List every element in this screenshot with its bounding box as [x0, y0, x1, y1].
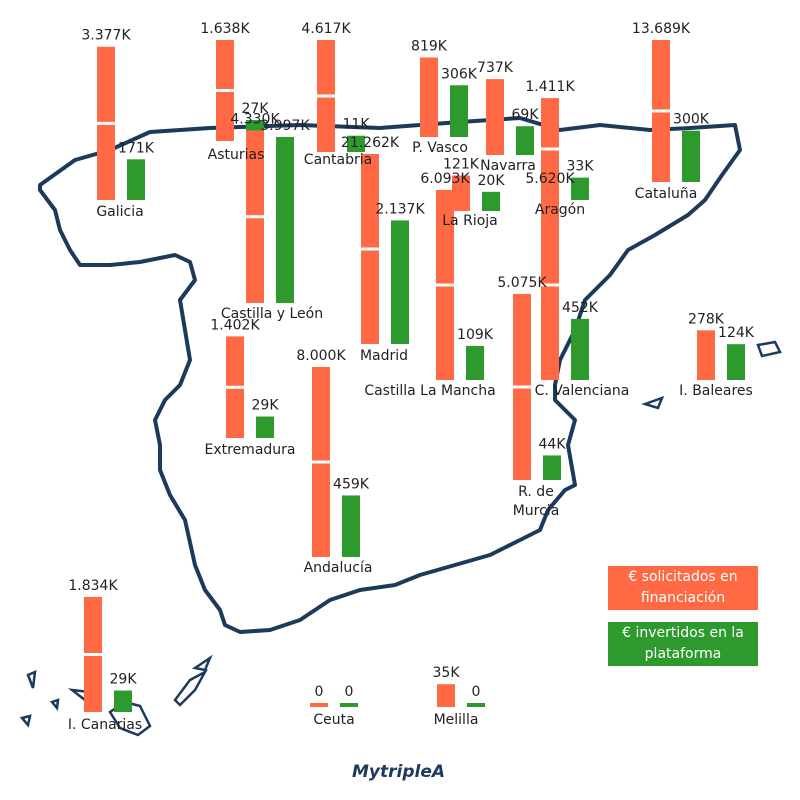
bar [450, 85, 468, 137]
value-label: 5.620K [525, 171, 575, 187]
bar [482, 191, 500, 211]
bar [347, 135, 365, 152]
region-name: Castilla y León [220, 306, 324, 322]
value-label: 35K [433, 665, 461, 681]
region-name: Cataluña [634, 186, 698, 202]
value-label: 29K [110, 672, 138, 688]
bar [342, 495, 360, 557]
value-label: 737K [477, 60, 514, 76]
bar [486, 79, 504, 155]
region-name: Melilla [433, 712, 479, 728]
bar [437, 684, 455, 707]
bar [114, 690, 132, 712]
value-label: 300K [673, 112, 710, 128]
value-label: 0 [315, 684, 324, 700]
legend-requested: € solicitados en financiación [608, 566, 758, 610]
region-name: Cantabria [303, 152, 373, 168]
bar [543, 455, 561, 480]
bar [391, 220, 409, 344]
region-name: Extremadura [204, 442, 296, 458]
value-label: 21.262K [341, 135, 400, 151]
bar [682, 130, 700, 182]
bar [467, 703, 485, 707]
value-label: 124K [718, 325, 755, 341]
value-label: 1.411K [525, 79, 575, 95]
value-label: 0 [345, 684, 354, 700]
region-name: Madrid [359, 348, 409, 364]
value-label: 5.075K [497, 275, 547, 291]
region-name: P. Vasco [412, 140, 468, 156]
value-label: 459K [333, 476, 370, 492]
value-label: 171K [118, 140, 155, 156]
region-name: Navarra [480, 158, 536, 174]
bar [127, 159, 145, 200]
value-label: 3.997K [260, 118, 310, 134]
value-label: 0 [472, 684, 481, 700]
region-name: I. Baleares [679, 383, 753, 399]
value-label: 121K [443, 157, 480, 173]
spain-outline [38, 116, 742, 634]
value-label: 452K [562, 300, 599, 316]
region-name: Aragón [534, 202, 586, 218]
bar [420, 57, 438, 137]
value-label: 44K [539, 436, 567, 452]
value-label: 6.093K [420, 171, 470, 187]
bar [452, 175, 470, 211]
value-label: 3.377K [81, 28, 131, 44]
region-name: Andalucía [303, 560, 373, 576]
bar [256, 416, 274, 438]
value-label: 4.617K [301, 21, 351, 37]
bar [571, 318, 589, 380]
value-label: 4.330K [230, 111, 280, 127]
bar [310, 703, 328, 707]
bar [340, 703, 358, 707]
value-label: 20K [478, 173, 506, 189]
bar [571, 177, 589, 200]
value-label: 2.137K [375, 201, 425, 217]
bar [466, 345, 484, 380]
value-label: 278K [688, 311, 725, 327]
region-name: Asturias [207, 147, 265, 163]
value-label: 13.689K [632, 21, 691, 37]
bar [697, 330, 715, 380]
bar [516, 126, 534, 155]
value-label: 69K [512, 107, 540, 123]
value-label: 306K [441, 66, 478, 82]
region-name: La Rioja [442, 213, 498, 229]
value-label: 819K [411, 38, 448, 54]
region-name: R. de Murcia [512, 484, 560, 519]
bar [727, 344, 745, 380]
value-label: 11K [343, 117, 371, 133]
value-label: 8.000K [296, 348, 346, 364]
legend-invested: € invertidos en la plataforma [608, 622, 758, 666]
value-label: 1.638K [200, 21, 250, 37]
value-label: 33K [567, 159, 595, 175]
value-label: 27K [242, 101, 270, 117]
logo: MytripleA [352, 762, 446, 782]
value-label: 29K [252, 398, 280, 414]
region-name: C. Valenciana [534, 383, 630, 399]
bar [276, 136, 294, 303]
value-label: 109K [457, 327, 494, 343]
region-name: Castilla La Mancha [364, 383, 496, 399]
value-label: 1.834K [68, 578, 118, 594]
region-name: Ceuta [313, 712, 355, 728]
region-name: Galicia [96, 204, 144, 220]
region-name: I. Canarias [67, 717, 143, 733]
value-label: 1.402K [210, 317, 260, 333]
